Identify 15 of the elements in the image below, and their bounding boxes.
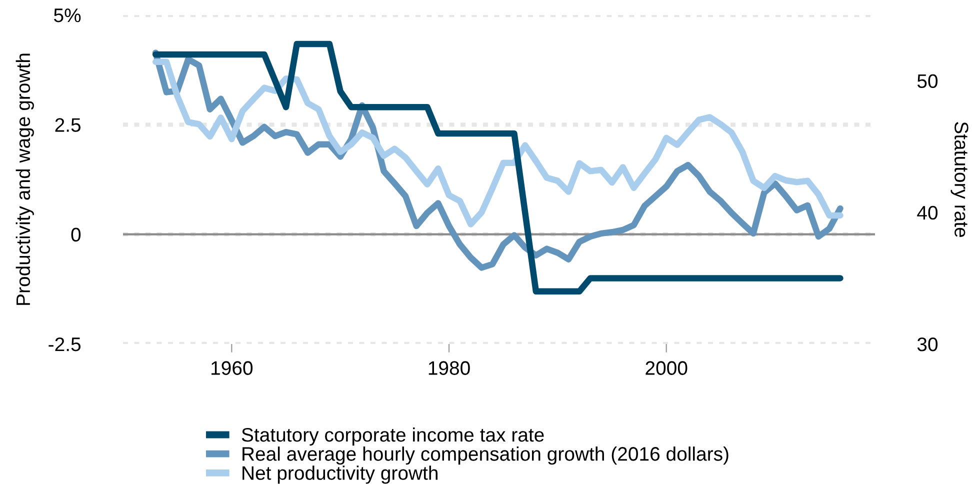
legend-label: Real average hourly compensation growth (2016 dollars) xyxy=(242,446,728,465)
x-tick-label: 1980 xyxy=(428,361,470,375)
x-tick-label: 2000 xyxy=(646,361,688,375)
y2-tick-label: 50 xyxy=(917,74,938,88)
y-tick-label: 0 xyxy=(71,228,81,242)
y2-axis-title: Statutory rate xyxy=(950,122,968,237)
y2-tick-label: 40 xyxy=(917,206,938,220)
x-tick-label: 1960 xyxy=(212,361,253,375)
y-tick-label: 5% xyxy=(54,8,81,22)
y-tick-label: -2.5 xyxy=(48,337,81,352)
y-axis-title: Productivity and wage growth xyxy=(16,54,34,305)
y2-tick-label: 30 xyxy=(917,337,938,352)
y-tick-label: 2.5 xyxy=(55,118,81,132)
legend-label: Net productivity growth xyxy=(242,466,438,484)
legend-label: Statutory corporate income tax rate xyxy=(242,427,544,446)
